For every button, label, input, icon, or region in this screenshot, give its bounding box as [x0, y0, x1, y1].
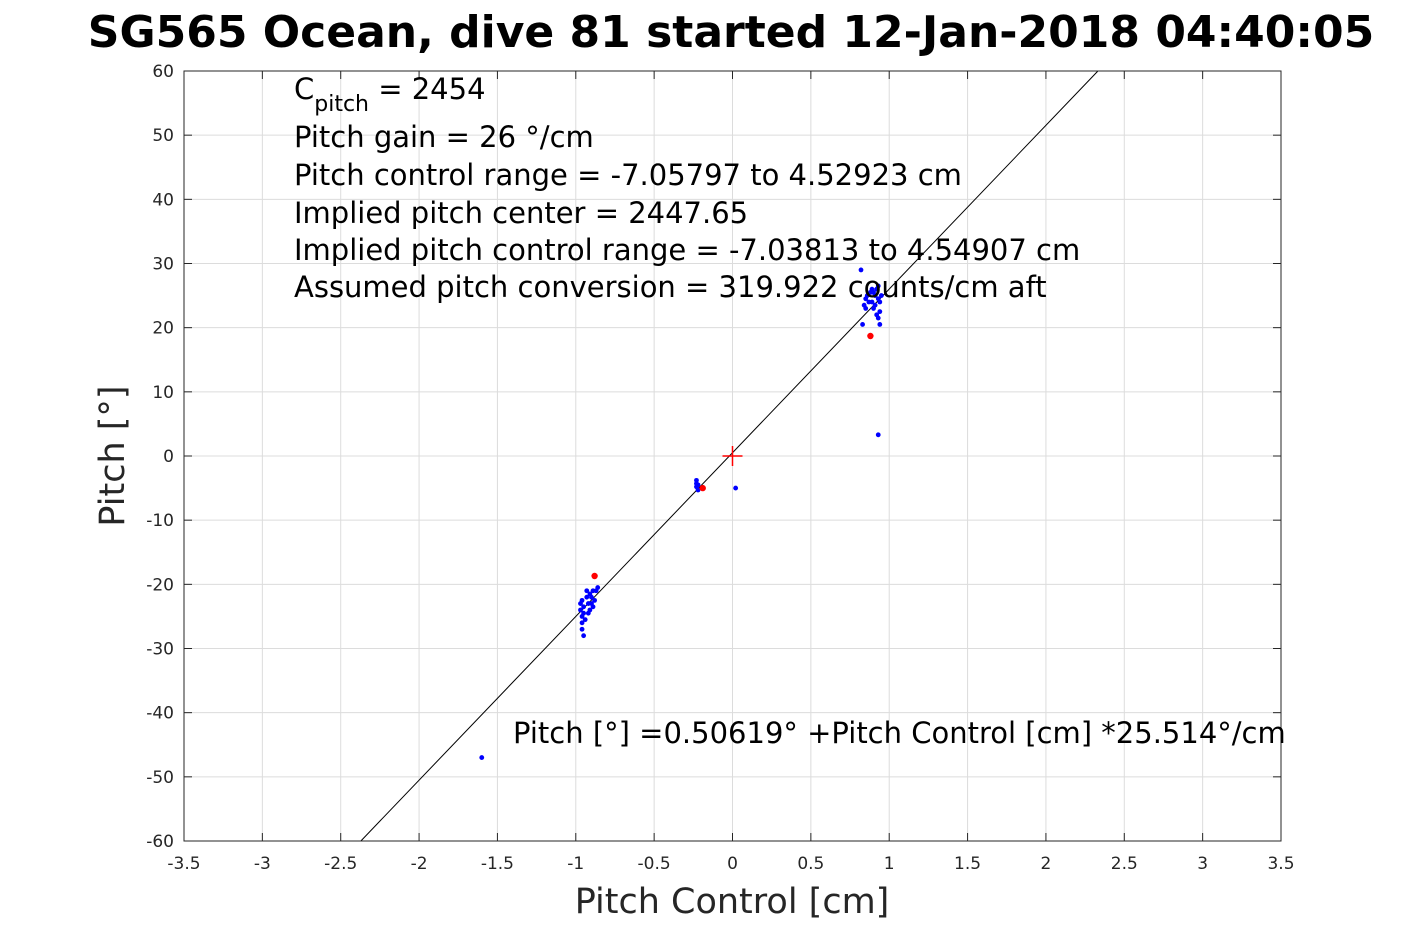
- data-point: [579, 620, 585, 626]
- data-point: [877, 322, 883, 327]
- y-tick-label: 60: [152, 62, 174, 82]
- data-point: [579, 597, 585, 603]
- data-point: [592, 597, 597, 603]
- data-point: [581, 633, 587, 639]
- data-point: [581, 604, 587, 610]
- x-tick-label: 2: [1041, 854, 1052, 874]
- data-point: [875, 283, 881, 289]
- data-point: [578, 607, 583, 613]
- y-tick-label: -60: [146, 832, 174, 852]
- pitch-gain-annotation: Pitch gain = 26 °/cm: [294, 120, 594, 154]
- conversion-annotation: Assumed pitch conversion = 319.922 count…: [294, 270, 1047, 304]
- x-tick-label: -1.5: [481, 854, 514, 874]
- data-point: [877, 309, 883, 315]
- data-points: [479, 267, 884, 760]
- data-point: [589, 594, 594, 600]
- fit-equation-annotation: Pitch [°] =0.50619° +Pitch Control [cm] …: [513, 716, 1286, 750]
- data-point: [479, 755, 485, 760]
- data-point: [699, 484, 706, 492]
- data-point: [582, 617, 588, 623]
- data-point: [695, 482, 701, 488]
- data-point: [875, 432, 881, 438]
- chart-title: SG565 Ocean, dive 81 started 12-Jan-2018…: [88, 7, 1374, 58]
- x-tick-label: 1: [884, 854, 895, 874]
- y-tick-label: -50: [146, 768, 174, 788]
- cpitch-annotation: Cpitch = 2454: [294, 72, 486, 117]
- x-tick-label: 1.5: [954, 854, 981, 874]
- y-tick-label: 20: [152, 319, 174, 339]
- y-tick-label: -20: [146, 575, 174, 595]
- cpitch-value: = 2454: [369, 72, 486, 106]
- x-tick-label: 3: [1197, 854, 1208, 874]
- data-point: [872, 302, 878, 308]
- x-tick-label: 0.5: [797, 854, 824, 874]
- data-point: [858, 267, 864, 273]
- data-point: [875, 315, 881, 321]
- plot-frame: [183, 70, 1282, 842]
- control-range-annotation: Pitch control range = -7.05797 to 4.5292…: [294, 158, 962, 192]
- x-tick-label: -2.5: [324, 854, 357, 874]
- y-tick-label: 40: [152, 190, 174, 210]
- data-point: [584, 594, 590, 600]
- data-point: [864, 293, 870, 298]
- x-axis-label: Pitch Control [cm]: [575, 882, 890, 922]
- x-tick-label: -2: [411, 854, 428, 874]
- x-tick-label: -1: [567, 854, 584, 874]
- y-axis-label: Pitch [°]: [93, 385, 133, 526]
- data-point: [584, 588, 590, 594]
- data-point: [869, 299, 875, 305]
- y-tick-label: 50: [152, 126, 174, 146]
- axis-ticks: -3.5 -3 -2.5 -2 -1.5 -1 -0.5 0 0.5 1 1.5 2 2.5 3 3.5 60…: [146, 62, 1294, 874]
- y-tick-label: 30: [152, 255, 174, 275]
- y-tick-label: -10: [146, 511, 174, 531]
- x-tick-label: -0.5: [638, 854, 671, 874]
- x-tick-label: 2.5: [1111, 854, 1138, 874]
- center-marker: [722, 446, 743, 466]
- data-point: [595, 585, 601, 590]
- y-tick-label: 10: [152, 383, 174, 403]
- data-point: [863, 306, 869, 311]
- data-point: [695, 487, 701, 493]
- data-point: [585, 610, 591, 616]
- cpitch-sub: pitch: [314, 92, 369, 117]
- data-point: [733, 485, 739, 491]
- implied-center-annotation: Implied pitch center = 2447.65: [294, 196, 748, 230]
- data-point: [878, 293, 884, 298]
- x-tick-label: 3.5: [1267, 854, 1294, 874]
- cpitch-base: C: [294, 72, 314, 106]
- implied-range-annotation: Implied pitch control range = -7.03813 t…: [294, 233, 1080, 267]
- y-tick-label: -30: [146, 640, 174, 660]
- data-point: [867, 332, 874, 340]
- y-tick-label: 0: [163, 447, 174, 467]
- x-tick-label: -3.5: [167, 854, 200, 874]
- data-point: [860, 322, 865, 327]
- data-point: [581, 610, 587, 616]
- x-tick-label: 0: [727, 854, 738, 874]
- y-tick-label: -40: [146, 704, 174, 724]
- data-point: [591, 572, 598, 580]
- x-tick-label: -3: [254, 854, 271, 874]
- data-point: [877, 299, 883, 305]
- data-point: [869, 286, 875, 292]
- data-point: [579, 626, 585, 632]
- data-point: [590, 604, 596, 610]
